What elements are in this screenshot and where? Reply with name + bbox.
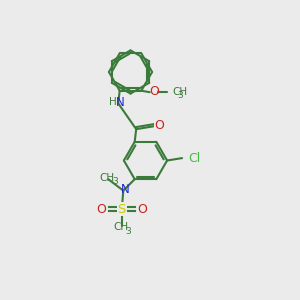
Text: O: O — [138, 203, 147, 216]
Text: CH: CH — [114, 222, 129, 232]
Text: 3: 3 — [177, 91, 183, 100]
Text: N: N — [120, 183, 129, 196]
Text: O: O — [155, 119, 164, 132]
Text: Cl: Cl — [188, 152, 200, 165]
Text: N: N — [116, 96, 125, 109]
Text: H: H — [109, 97, 117, 107]
Text: O: O — [149, 85, 159, 98]
Text: 3: 3 — [125, 226, 131, 236]
Text: 3: 3 — [112, 177, 118, 186]
Text: S: S — [118, 203, 126, 216]
Text: CH: CH — [172, 87, 187, 97]
Text: CH: CH — [100, 173, 115, 183]
Text: O: O — [96, 203, 106, 216]
